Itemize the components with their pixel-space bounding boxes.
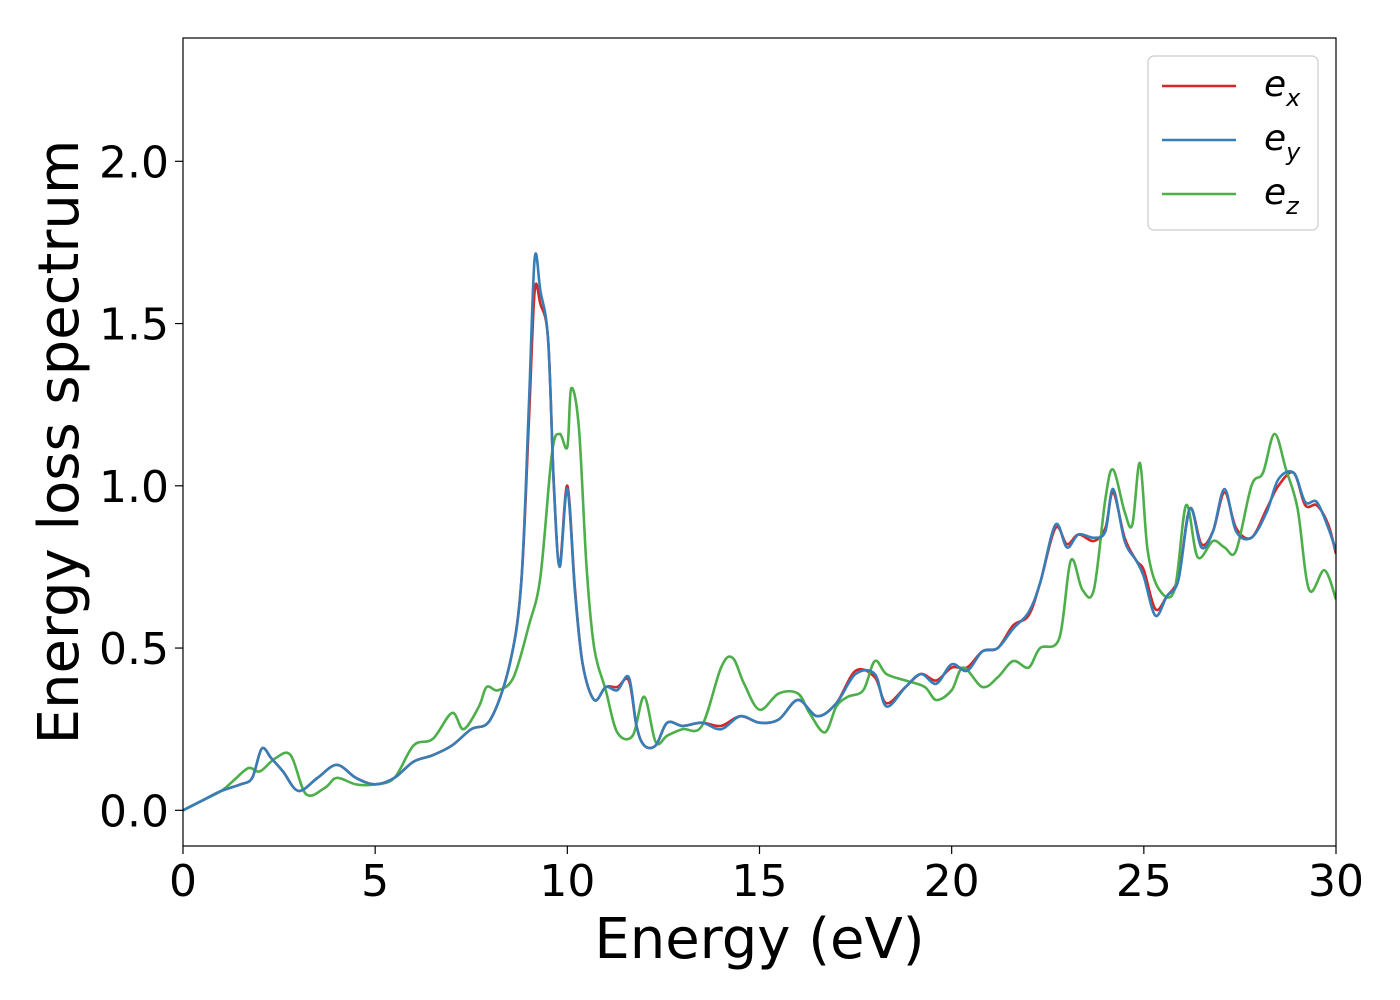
x-axis-title: Energy (eV) [594, 907, 924, 972]
x-tick-label: 25 [1116, 856, 1172, 907]
legend-box [1147, 55, 1319, 231]
x-tick-label: 20 [924, 856, 980, 907]
legend-label-subscript: y [1285, 138, 1301, 166]
x-tick-label: 5 [361, 856, 389, 907]
x-axis-ticks: 0 5 10 15 20 25 30 [169, 846, 1364, 907]
legend-label-subscript: x [1285, 84, 1301, 112]
x-tick-label: 0 [169, 856, 197, 907]
series-line-ez [183, 386, 1336, 812]
legend-label-subscript: z [1285, 192, 1300, 220]
x-tick-label: 10 [539, 856, 595, 907]
y-tick-label: 0.0 [99, 786, 169, 837]
legend-label-base: e [1264, 172, 1286, 213]
y-tick-label: 0.5 [99, 624, 169, 675]
x-tick-label: 15 [732, 856, 788, 907]
y-tick-label: 2.0 [99, 137, 169, 188]
legend-label-ex: ex [1264, 64, 1301, 112]
legend-label-base: e [1264, 118, 1286, 159]
legend-label-ez: ez [1264, 172, 1300, 220]
y-axis-ticks: 0.0 0.5 1.0 1.5 2.0 [99, 137, 183, 837]
y-axis-title: Energy loss spectrum [27, 140, 92, 745]
legend-label-base: e [1264, 64, 1286, 105]
legend-label-ey: ey [1264, 118, 1301, 166]
x-tick-label: 30 [1308, 856, 1364, 907]
plot-lines [183, 252, 1336, 812]
y-tick-label: 1.0 [99, 462, 169, 513]
y-tick-label: 1.5 [99, 300, 169, 351]
series-line-ey [183, 252, 1336, 812]
